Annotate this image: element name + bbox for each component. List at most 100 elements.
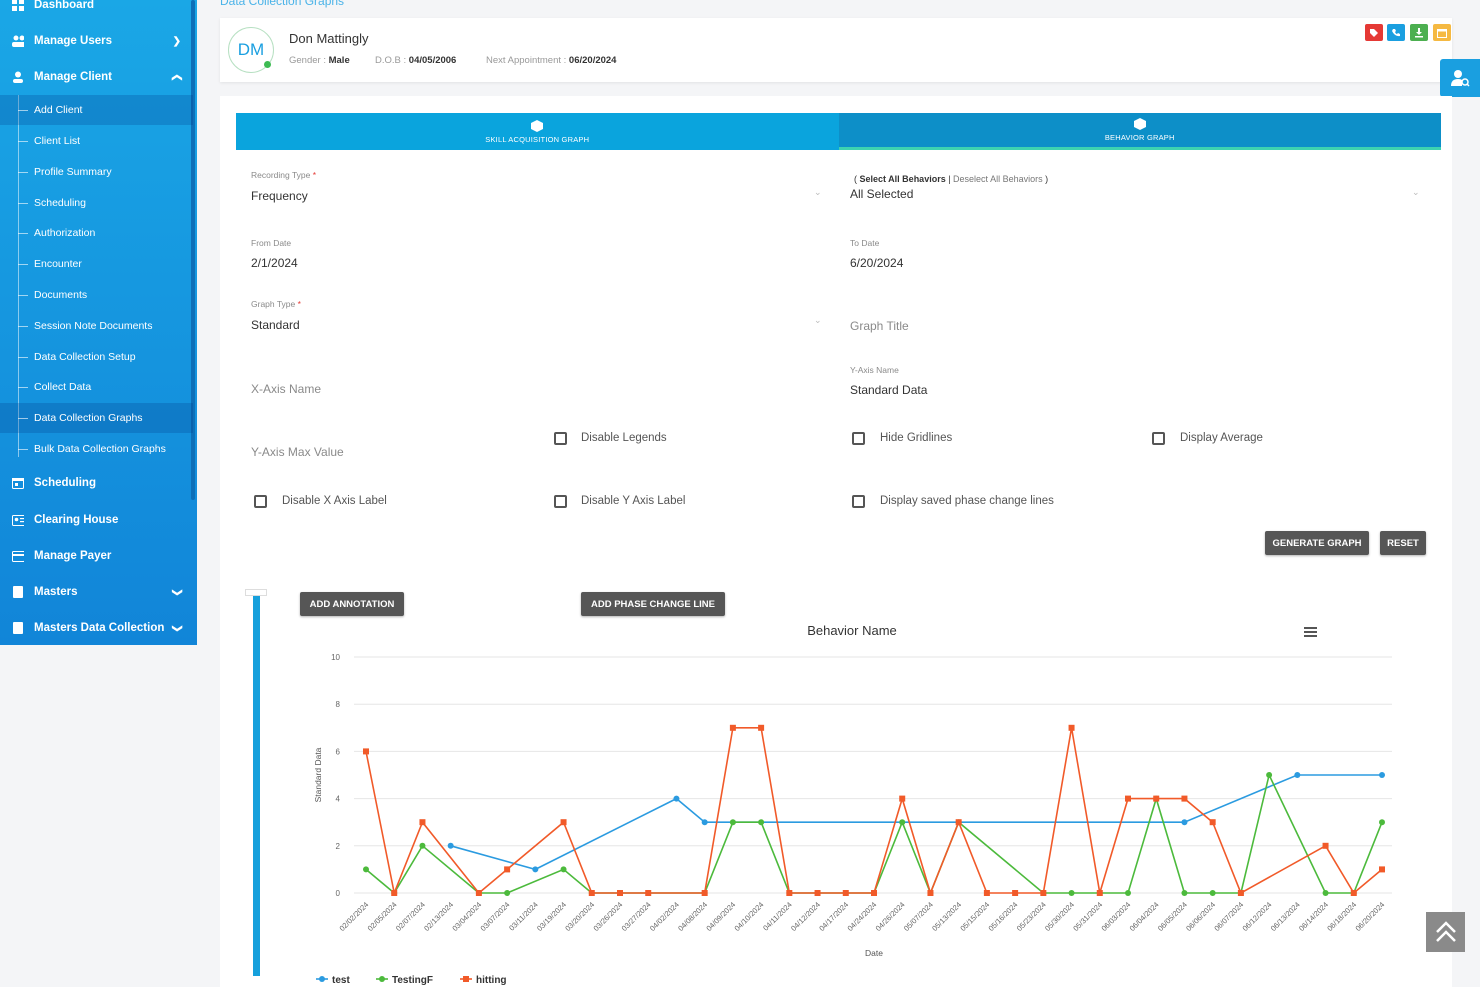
graph-title-input[interactable]: Graph Title xyxy=(850,319,909,333)
x-tick-label: 06/20/2024 xyxy=(1354,900,1387,933)
calendar-icon xyxy=(1437,28,1447,38)
calendar-button[interactable] xyxy=(1433,24,1451,41)
disable-x-axis-label-checkbox[interactable] xyxy=(254,495,267,508)
chevron-down-icon[interactable]: ⌄ xyxy=(1412,187,1420,197)
add-phase-change-line-button[interactable]: ADD PHASE CHANGE LINE xyxy=(581,592,725,616)
disable-y-axis-label-checkbox[interactable] xyxy=(554,495,567,508)
data-point xyxy=(1096,890,1103,896)
download-icon xyxy=(1415,27,1423,37)
data-point xyxy=(1294,772,1301,778)
sidebar-subitem-collect-data[interactable]: Collect Data xyxy=(0,372,193,402)
sidebar-item-manage-payer[interactable]: Manage Payer xyxy=(0,539,197,573)
sidebar-item-clearing-house[interactable]: Clearing House xyxy=(0,503,197,537)
x-tick-label: 02/05/2024 xyxy=(366,900,399,933)
sidebar-subitem-session-note-documents[interactable]: Session Note Documents xyxy=(0,311,193,341)
sidebar-item-manage-users[interactable]: Manage Users ❯ xyxy=(0,24,197,58)
dob-value: 04/05/2006 xyxy=(408,55,457,66)
required-marker: * xyxy=(312,170,317,180)
sidebar-subitem-add-client[interactable]: Add Client xyxy=(0,95,193,125)
data-point xyxy=(1125,795,1131,802)
y-axis-name-input[interactable]: Standard Data xyxy=(850,383,928,397)
chevron-down-icon[interactable]: ⌄ xyxy=(814,315,822,325)
sidebar-item-scheduling[interactable]: Scheduling xyxy=(0,466,197,500)
chevron-down-icon: ❯ xyxy=(171,587,183,597)
sidebar-subitem-profile-summary[interactable]: Profile Summary xyxy=(0,157,193,187)
submenu-tree-line xyxy=(18,95,19,457)
tab-skill-acquisition-graph[interactable]: SKILL ACQUISITION GRAPH xyxy=(236,113,839,150)
series-line-testingf xyxy=(365,772,1383,896)
from-date-input[interactable]: 2/1/2024 xyxy=(251,256,298,270)
sidebar-item-manage-client[interactable]: Manage Client ❯ xyxy=(0,60,197,94)
tab-label: BEHAVIOR GRAPH xyxy=(1104,133,1175,142)
select-all-behaviors-link[interactable]: Select All Behaviors xyxy=(859,174,946,184)
data-point xyxy=(560,866,567,873)
data-point xyxy=(729,724,736,731)
sidebar-item-label: Dashboard xyxy=(34,0,95,11)
online-status-dot xyxy=(264,61,271,68)
data-point xyxy=(758,819,765,826)
display-average-label: Display Average xyxy=(1180,432,1263,444)
sidebar-subitem-data-collection-setup[interactable]: Data Collection Setup xyxy=(0,342,193,372)
add-annotation-button[interactable]: ADD ANNOTATION xyxy=(300,592,404,616)
graph-tabs: SKILL ACQUISITION GRAPH BEHAVIOR GRAPH xyxy=(236,113,1441,150)
download-button[interactable] xyxy=(1410,24,1428,41)
sidebar-item-label: Masters Data Collection xyxy=(34,622,165,634)
generate-graph-button[interactable]: GENERATE GRAPH xyxy=(1265,531,1369,555)
data-point xyxy=(899,795,906,802)
recording-type-select[interactable]: Frequency xyxy=(251,189,308,203)
disable-legends-checkbox[interactable] xyxy=(554,432,567,445)
reset-button[interactable]: RESET xyxy=(1380,531,1426,555)
x-tick-label: 05/30/2024 xyxy=(1043,900,1076,933)
users-icon xyxy=(12,35,24,47)
scroll-to-top-button[interactable] xyxy=(1426,912,1465,952)
behaviors-select[interactable]: All Selected xyxy=(850,187,914,201)
y-axis-max-input[interactable]: Y-Axis Max Value xyxy=(251,445,344,459)
sidebar-item-masters[interactable]: Masters ❯ xyxy=(0,575,197,609)
disable-x-axis-label-label: Disable X Axis Label xyxy=(282,495,387,507)
sidebar-item-dashboard[interactable]: Dashboard xyxy=(0,0,197,22)
display-phase-lines-checkbox[interactable] xyxy=(852,495,865,508)
x-tick-label: 06/04/2024 xyxy=(1128,900,1161,933)
tag-button[interactable] xyxy=(1365,24,1383,41)
sidebar-subitem-client-list[interactable]: Client List xyxy=(0,126,193,156)
display-average-checkbox[interactable] xyxy=(1152,432,1165,445)
breadcrumb[interactable]: Data Collection Graphs xyxy=(220,0,345,8)
appointment-value: 06/20/2024 xyxy=(568,55,617,66)
sidebar-subitem-scheduling[interactable]: Scheduling xyxy=(0,188,193,218)
data-point xyxy=(899,819,906,826)
to-date-input[interactable]: 6/20/2024 xyxy=(850,256,904,270)
disable-y-axis-label-label: Disable Y Axis Label xyxy=(581,495,686,507)
y-tick-label: 0 xyxy=(336,889,341,898)
hide-gridlines-checkbox[interactable] xyxy=(852,432,865,445)
tab-behavior-graph[interactable]: BEHAVIOR GRAPH xyxy=(838,113,1441,150)
sidebar-subitem-bulk-data-collection-graphs[interactable]: Bulk Data Collection Graphs xyxy=(0,434,193,464)
data-point xyxy=(955,819,962,826)
chart-menu-button[interactable] xyxy=(1304,627,1317,639)
x-tick-label: 03/26/2024 xyxy=(592,900,625,933)
data-point xyxy=(1068,724,1075,731)
sidebar-scrollbar[interactable] xyxy=(191,0,195,500)
deselect-all-behaviors-link[interactable]: Deselect All Behaviors xyxy=(953,174,1043,184)
x-axis-name-input[interactable]: X-Axis Name xyxy=(251,382,322,396)
data-point xyxy=(504,866,511,873)
chart-scrollbar[interactable] xyxy=(253,596,260,976)
x-tick-label: 04/08/2024 xyxy=(676,900,709,933)
client-search-button[interactable] xyxy=(1440,59,1480,97)
sidebar-subitem-authorization[interactable]: Authorization xyxy=(0,218,193,248)
data-point xyxy=(363,748,369,755)
x-tick-label: 04/26/2024 xyxy=(874,900,907,933)
box-icon xyxy=(531,119,544,132)
chevron-down-icon[interactable]: ⌄ xyxy=(814,187,822,197)
sidebar-subitem-encounter[interactable]: Encounter xyxy=(0,249,193,279)
sidebar-subitem-data-collection-graphs[interactable]: Data Collection Graphs xyxy=(0,403,193,433)
chart-scroll-handle[interactable] xyxy=(245,589,267,596)
sidebar-item-masters-data-collection[interactable]: Masters Data Collection ❯ xyxy=(0,611,197,645)
chevron-down-icon: ❯ xyxy=(171,623,183,633)
call-button[interactable] xyxy=(1387,24,1405,41)
x-tick-label: 05/23/2024 xyxy=(1015,900,1048,933)
graph-type-select[interactable]: Standard xyxy=(251,318,300,332)
x-tick-label: 04/12/2024 xyxy=(789,900,822,933)
from-date-label: From Date xyxy=(251,238,292,248)
sidebar-subitem-documents[interactable]: Documents xyxy=(0,280,193,310)
x-tick-label: 03/07/2024 xyxy=(479,900,512,933)
